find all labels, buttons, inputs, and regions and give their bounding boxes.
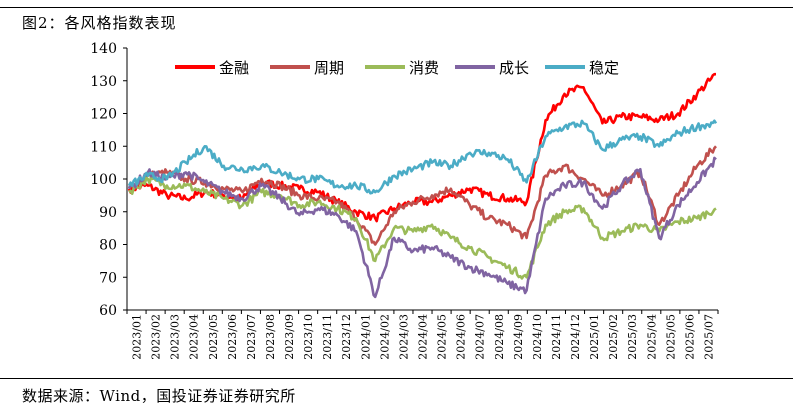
- x-tick-label: 2025/03: [626, 314, 639, 360]
- series-line-3: [128, 175, 717, 280]
- x-tick-label: 2023/11: [321, 314, 334, 360]
- legend-label: 成长: [499, 59, 529, 77]
- x-tick-label: 2024/02: [378, 314, 391, 360]
- y-tick-label: 90: [99, 205, 117, 221]
- x-tick-label: 2024/07: [474, 314, 487, 360]
- x-tick-label: 2025/01: [588, 314, 601, 360]
- x-tick-label: 2023/07: [245, 314, 258, 360]
- legend-label: 周期: [314, 59, 344, 77]
- x-tick-label: 2024/04: [417, 314, 430, 360]
- legend-label: 金融: [219, 59, 249, 77]
- y-tick-label: 70: [99, 270, 117, 286]
- y-tick-label: 80: [99, 238, 117, 254]
- x-tick-label: 2023/04: [188, 314, 201, 360]
- y-tick-label: 100: [90, 172, 117, 188]
- x-tick-label: 2023/06: [226, 314, 239, 360]
- x-tick-label: 2023/09: [283, 314, 296, 360]
- y-tick-label: 110: [90, 139, 117, 155]
- x-tick-label: 2024/10: [531, 314, 544, 360]
- x-tick-label: 2025/04: [645, 314, 658, 360]
- x-tick-label: 2024/09: [512, 314, 525, 360]
- x-tick-label: 2024/05: [436, 314, 449, 360]
- x-tick-label: 2023/02: [150, 314, 163, 360]
- x-tick-label: 2023/01: [131, 314, 144, 360]
- x-tick-label: 2023/03: [169, 314, 182, 360]
- x-tick-label: 2024/01: [359, 314, 372, 360]
- y-tick-label: 140: [90, 41, 117, 57]
- x-tick-label: 2023/12: [340, 314, 353, 360]
- x-tick-label: 2023/08: [264, 314, 277, 360]
- legend-label: 稳定: [589, 59, 619, 77]
- x-tick-label: 2024/03: [397, 314, 410, 360]
- x-tick-label: 2025/02: [607, 314, 620, 360]
- series-line-5: [127, 119, 718, 195]
- bottom-rule: [0, 378, 793, 379]
- y-tick-label: 120: [90, 107, 117, 123]
- x-tick-label: 2023/10: [302, 314, 315, 360]
- x-tick-label: 2024/08: [493, 314, 506, 360]
- series-line-4: [127, 156, 717, 299]
- source-note: 数据来源：Wind，国投证券证券研究所: [22, 387, 296, 405]
- top-rule: [0, 7, 793, 8]
- x-tick-label: 2024/11: [550, 314, 563, 360]
- y-tick-label: 60: [99, 303, 117, 319]
- line-chart: 60 70 80 90 100 110 120 130 140 2023/01 2023/02 202…: [90, 41, 719, 360]
- x-tick-label: 2025/05: [664, 314, 677, 360]
- x-tick-label: 2023/05: [207, 314, 220, 360]
- chart-axes: 60 70 80 90 100 110 120 130 140 2023/01 2023/02 202…: [90, 41, 719, 360]
- figure-title: 图2：各风格指数表现: [22, 14, 177, 32]
- x-tick-label: 2025/06: [683, 314, 696, 360]
- series-lines: [127, 72, 718, 299]
- y-tick-label: 130: [90, 74, 117, 90]
- x-tick-label: 2024/06: [455, 314, 468, 360]
- legend-label: 消费: [409, 59, 439, 77]
- chart-legend: 金融 周期 消费 成长 稳定: [175, 59, 619, 77]
- x-tick-label: 2025/07: [702, 314, 715, 360]
- x-tick-label: 2024/12: [569, 314, 582, 360]
